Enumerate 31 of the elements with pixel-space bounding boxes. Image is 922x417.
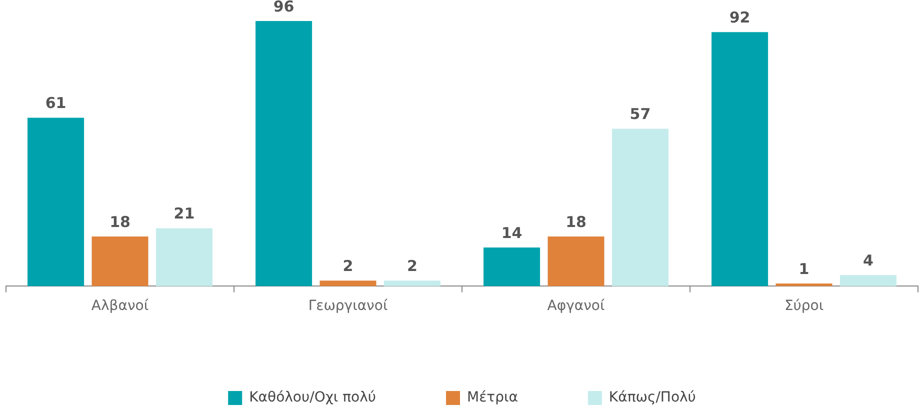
data-label: 61 — [45, 94, 66, 112]
data-label: 57 — [630, 105, 651, 124]
data-label: 4 — [863, 252, 874, 270]
bar — [156, 228, 212, 286]
legend-label: Μέτρια — [466, 390, 518, 406]
x-tick-label: Σύροι — [784, 298, 824, 314]
data-label: 18 — [566, 212, 586, 231]
x-tick-label: Γεωργιανοί — [308, 298, 388, 314]
data-label: 96 — [273, 0, 294, 16]
bar — [776, 283, 832, 286]
bar — [92, 236, 148, 286]
legend-label: Καθόλου/Οχι πολύ — [249, 390, 376, 406]
bar — [28, 118, 84, 286]
x-tick-label: Αφγανοί — [547, 298, 605, 314]
bar — [256, 21, 312, 286]
bar — [612, 128, 668, 286]
bar — [712, 32, 768, 286]
bar — [840, 275, 896, 286]
data-label: 1 — [798, 260, 810, 278]
bar — [484, 248, 540, 286]
x-tick-label: Αλβανοί — [91, 298, 149, 314]
data-label: 14 — [501, 224, 522, 242]
bar — [384, 280, 440, 286]
data-label: 18 — [110, 212, 130, 231]
data-label: 21 — [174, 204, 195, 223]
data-label: 92 — [729, 8, 750, 26]
data-label: 2 — [407, 257, 418, 276]
legend-label: Κάπως/Πολύ — [608, 390, 696, 406]
bar — [548, 236, 604, 286]
data-label: 2 — [342, 257, 354, 276]
bar — [320, 280, 376, 286]
